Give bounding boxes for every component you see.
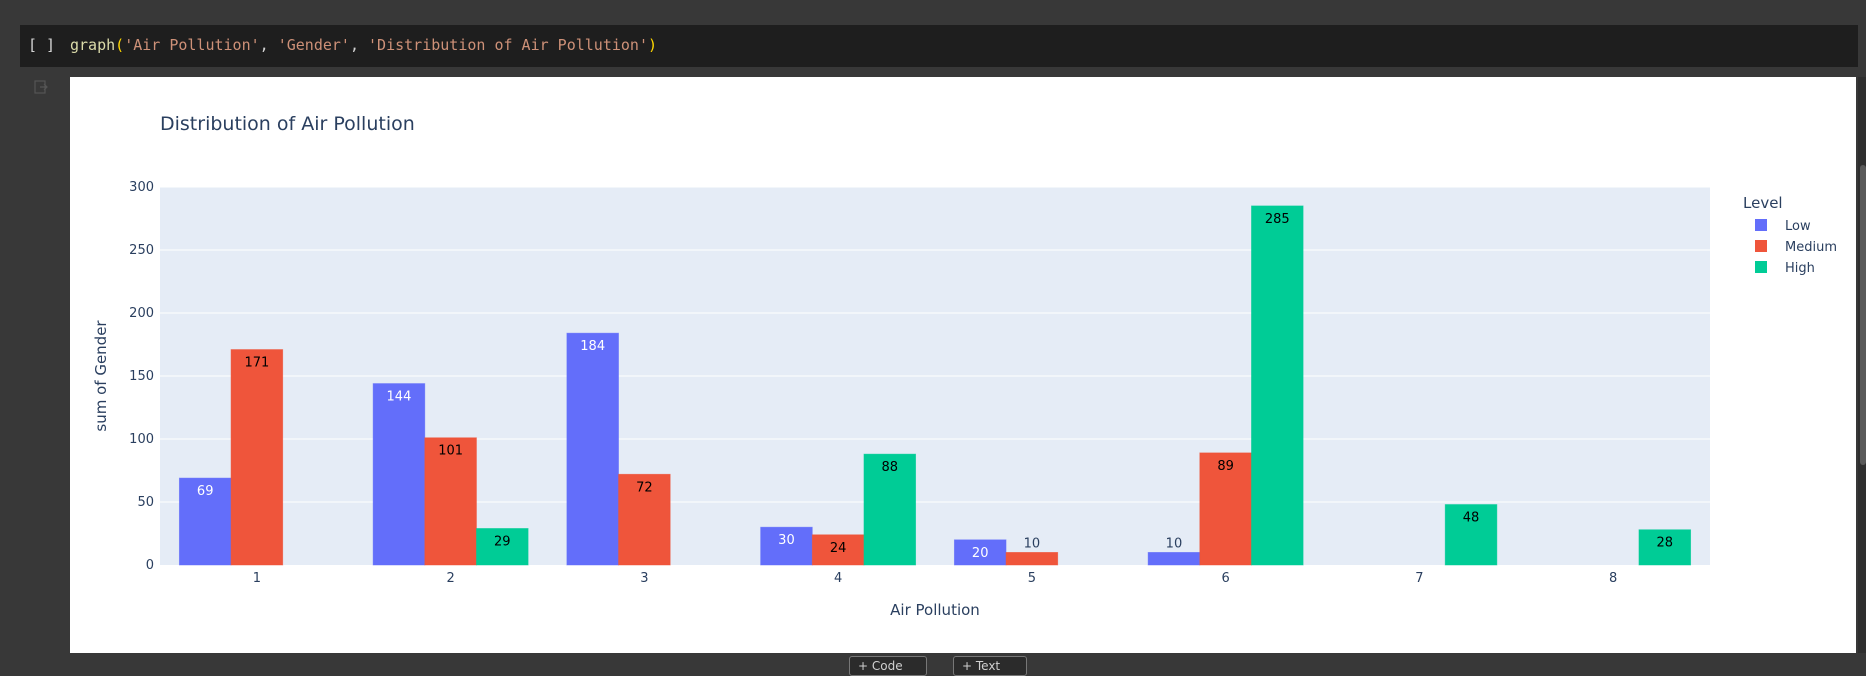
legend-label-medium[interactable]: Medium bbox=[1785, 240, 1837, 255]
bar-medium[interactable] bbox=[1005, 551, 1059, 566]
legend-swatch-high[interactable] bbox=[1755, 261, 1767, 273]
code-arg-x: 'Air Pollution' bbox=[124, 36, 260, 54]
x-tick-label: 1 bbox=[253, 571, 261, 586]
x-axis-title: Air Pollution bbox=[890, 601, 980, 619]
data-label: 30 bbox=[778, 533, 795, 548]
bar-medium[interactable] bbox=[618, 473, 671, 566]
bar-high[interactable] bbox=[863, 453, 917, 566]
bar-medium[interactable] bbox=[424, 437, 477, 566]
x-tick-label: 3 bbox=[640, 571, 648, 586]
data-label: 285 bbox=[1265, 212, 1290, 227]
add-code-button[interactable]: + Code bbox=[849, 656, 927, 676]
data-label: 10 bbox=[1024, 536, 1041, 551]
code-line[interactable]: graph('Air Pollution', 'Gender', 'Distri… bbox=[70, 36, 657, 54]
code-separator: , bbox=[259, 36, 278, 54]
data-label: 10 bbox=[1166, 536, 1183, 551]
bar-high[interactable] bbox=[1251, 205, 1304, 566]
bar-low[interactable] bbox=[760, 526, 813, 566]
data-label: 72 bbox=[636, 480, 653, 495]
legend-swatch-medium[interactable] bbox=[1755, 240, 1767, 252]
x-tick-label: 6 bbox=[1221, 571, 1229, 586]
x-tick-label: 2 bbox=[446, 571, 454, 586]
legend-label-low[interactable]: Low bbox=[1785, 219, 1811, 234]
bar-medium[interactable] bbox=[230, 349, 284, 566]
data-label: 171 bbox=[244, 356, 269, 371]
code-arg-title: 'Distribution of Air Pollution' bbox=[368, 36, 648, 54]
y-tick-label: 250 bbox=[129, 243, 154, 258]
data-label: 88 bbox=[882, 460, 899, 475]
bar-low[interactable] bbox=[372, 383, 426, 566]
code-open-paren: ( bbox=[115, 36, 125, 54]
code-close-paren: ) bbox=[648, 36, 658, 54]
top-strip bbox=[0, 0, 1866, 25]
legend-swatch-low[interactable] bbox=[1755, 219, 1767, 231]
code-cell[interactable]: [ ] graph('Air Pollution', 'Gender', 'Di… bbox=[20, 25, 1858, 67]
y-tick-labels: 0 50 100 150 200 250 300 bbox=[129, 180, 154, 573]
bar-high[interactable] bbox=[1638, 529, 1692, 566]
code-arg-y: 'Gender' bbox=[277, 36, 350, 54]
data-label: 69 bbox=[197, 484, 214, 499]
data-label: 184 bbox=[580, 339, 605, 354]
data-label: 28 bbox=[1657, 536, 1674, 551]
x-tick-labels: 1 2 3 4 5 6 7 8 bbox=[253, 571, 1618, 586]
bar-medium[interactable] bbox=[1199, 452, 1252, 566]
bottom-strip bbox=[0, 653, 1866, 667]
code-separator: , bbox=[349, 36, 369, 54]
legend-title: Level bbox=[1743, 194, 1783, 212]
bar-low[interactable] bbox=[953, 539, 1007, 566]
data-label: 101 bbox=[438, 444, 463, 459]
y-tick-label: 100 bbox=[129, 432, 154, 447]
y-tick-label: 200 bbox=[129, 306, 154, 321]
cell-output: Distribution of Air Pollution 0 50 100 150 2… bbox=[70, 77, 1856, 653]
bar-high[interactable] bbox=[1444, 504, 1498, 566]
chart-title: Distribution of Air Pollution bbox=[160, 113, 415, 135]
bar-chart: Distribution of Air Pollution 0 50 100 150 2… bbox=[92, 113, 1837, 619]
x-tick-label: 4 bbox=[834, 571, 842, 586]
scrollbar-thumb[interactable] bbox=[1860, 165, 1866, 465]
data-label: 144 bbox=[387, 390, 412, 405]
bar-medium[interactable] bbox=[811, 534, 865, 566]
bar-low[interactable] bbox=[566, 332, 619, 566]
bars bbox=[178, 205, 1692, 566]
data-label: 24 bbox=[830, 541, 847, 556]
y-tick-label: 300 bbox=[129, 180, 154, 195]
add-text-button[interactable]: + Text bbox=[953, 656, 1027, 676]
run-cell-button[interactable]: [ ] bbox=[28, 36, 56, 54]
output-icon[interactable] bbox=[34, 80, 48, 94]
x-tick-label: 5 bbox=[1028, 571, 1036, 586]
legend[interactable]: Level Low Medium High bbox=[1743, 194, 1837, 276]
legend-label-high[interactable]: High bbox=[1785, 261, 1815, 276]
x-tick-label: 8 bbox=[1609, 571, 1617, 586]
data-label: 29 bbox=[494, 534, 511, 549]
data-label: 48 bbox=[1463, 511, 1480, 526]
data-labels: 69 144 184 30 20 10 171 101 72 24 10 89 29 88 285 48 28 bbox=[197, 212, 1673, 561]
bar-high[interactable] bbox=[476, 528, 529, 566]
y-tick-label: 50 bbox=[137, 495, 154, 510]
y-tick-label: 0 bbox=[146, 558, 154, 573]
data-label: 20 bbox=[972, 546, 989, 561]
data-label: 89 bbox=[1217, 459, 1234, 474]
x-tick-label: 7 bbox=[1415, 571, 1423, 586]
y-tick-label: 150 bbox=[129, 369, 154, 384]
bar-low[interactable] bbox=[1147, 551, 1201, 566]
code-function-name: graph bbox=[70, 36, 116, 54]
y-axis-title: sum of Gender bbox=[92, 320, 110, 432]
